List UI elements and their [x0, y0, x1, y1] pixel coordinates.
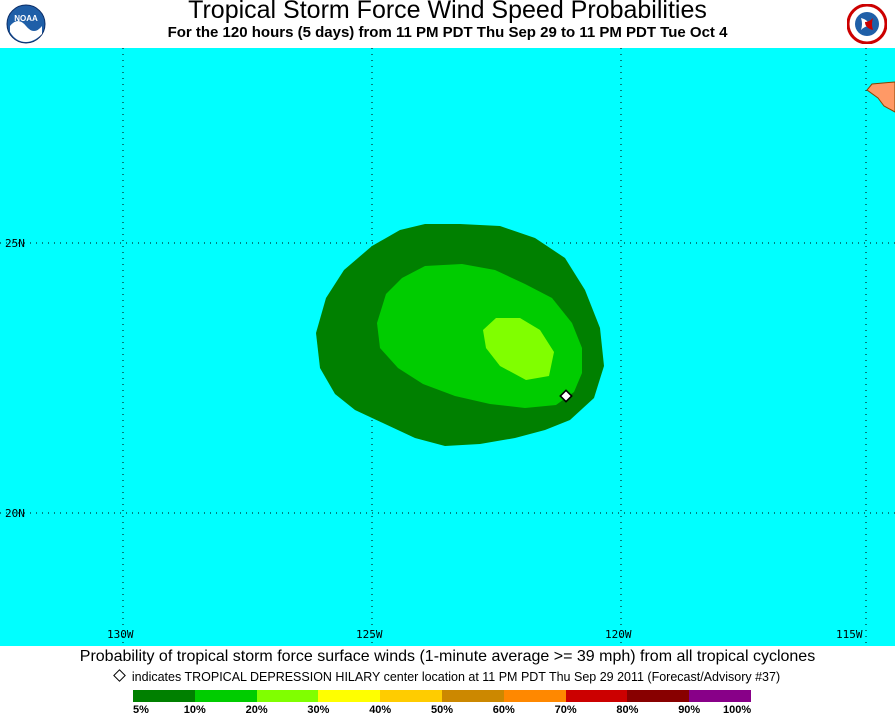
probability-region-20-30	[483, 318, 554, 380]
lon-label-125w: 125W	[356, 628, 383, 641]
land-area	[866, 81, 895, 113]
legend-label: 100%	[723, 704, 752, 716]
legend-swatch	[133, 690, 195, 702]
probability-legend	[133, 690, 751, 702]
page-title: Tropical Storm Force Wind Speed Probabil…	[188, 0, 707, 24]
lat-label-20n: 20N	[5, 507, 25, 520]
footer: Probability of tropical storm force surf…	[0, 646, 895, 716]
legend-label: 30%	[307, 704, 330, 716]
noaa-logo-text: NOAA	[14, 14, 38, 23]
legend-swatch	[627, 690, 690, 702]
legend-label: 10%	[183, 704, 206, 716]
lon-label-120w: 120W	[605, 628, 632, 641]
lat-label-25n: 25N	[5, 237, 25, 250]
legend-label: 20%	[245, 704, 268, 716]
legend-label: 80%	[616, 704, 639, 716]
storm-indicator-note: indicates TROPICAL DEPRESSION HILARY cen…	[0, 669, 895, 684]
indicator-text: indicates TROPICAL DEPRESSION HILARY cen…	[131, 670, 781, 684]
legend-swatch	[441, 690, 504, 702]
legend-label: 5%	[133, 704, 149, 716]
noaa-logo-icon: NOAA	[6, 4, 46, 44]
legend-label: 50%	[431, 704, 454, 716]
legend-label: 70%	[554, 704, 577, 716]
lon-label-130w: 130W	[107, 628, 134, 641]
legend-swatch	[503, 690, 566, 702]
map-caption: Probability of tropical storm force surf…	[79, 648, 816, 665]
legend-swatch	[689, 690, 751, 702]
nws-logo-icon	[846, 3, 888, 45]
probability-map: 25N 20N 130W 125W 120W 115W	[0, 48, 895, 646]
legend-label: 90%	[678, 704, 701, 716]
legend-swatch	[380, 690, 442, 702]
lon-label-115w: 115W	[836, 628, 863, 641]
page-subtitle: For the 120 hours (5 days) from 11 PM PD…	[167, 24, 728, 41]
legend-label: 60%	[492, 704, 515, 716]
legend-swatch	[256, 690, 319, 702]
header: NOAA Tropical Storm Force Wind Speed Pro…	[0, 0, 895, 48]
legend-swatch	[318, 690, 381, 702]
legend-swatch	[565, 690, 628, 702]
diamond-icon	[113, 669, 126, 682]
legend-swatch	[194, 690, 257, 702]
graticule	[0, 48, 895, 646]
legend-labels: 5% 10% 20% 30% 40% 50% 60% 70% 80% 90% 100%	[0, 704, 895, 718]
legend-label: 40%	[369, 704, 392, 716]
storm-center-diamond-icon	[559, 389, 573, 403]
